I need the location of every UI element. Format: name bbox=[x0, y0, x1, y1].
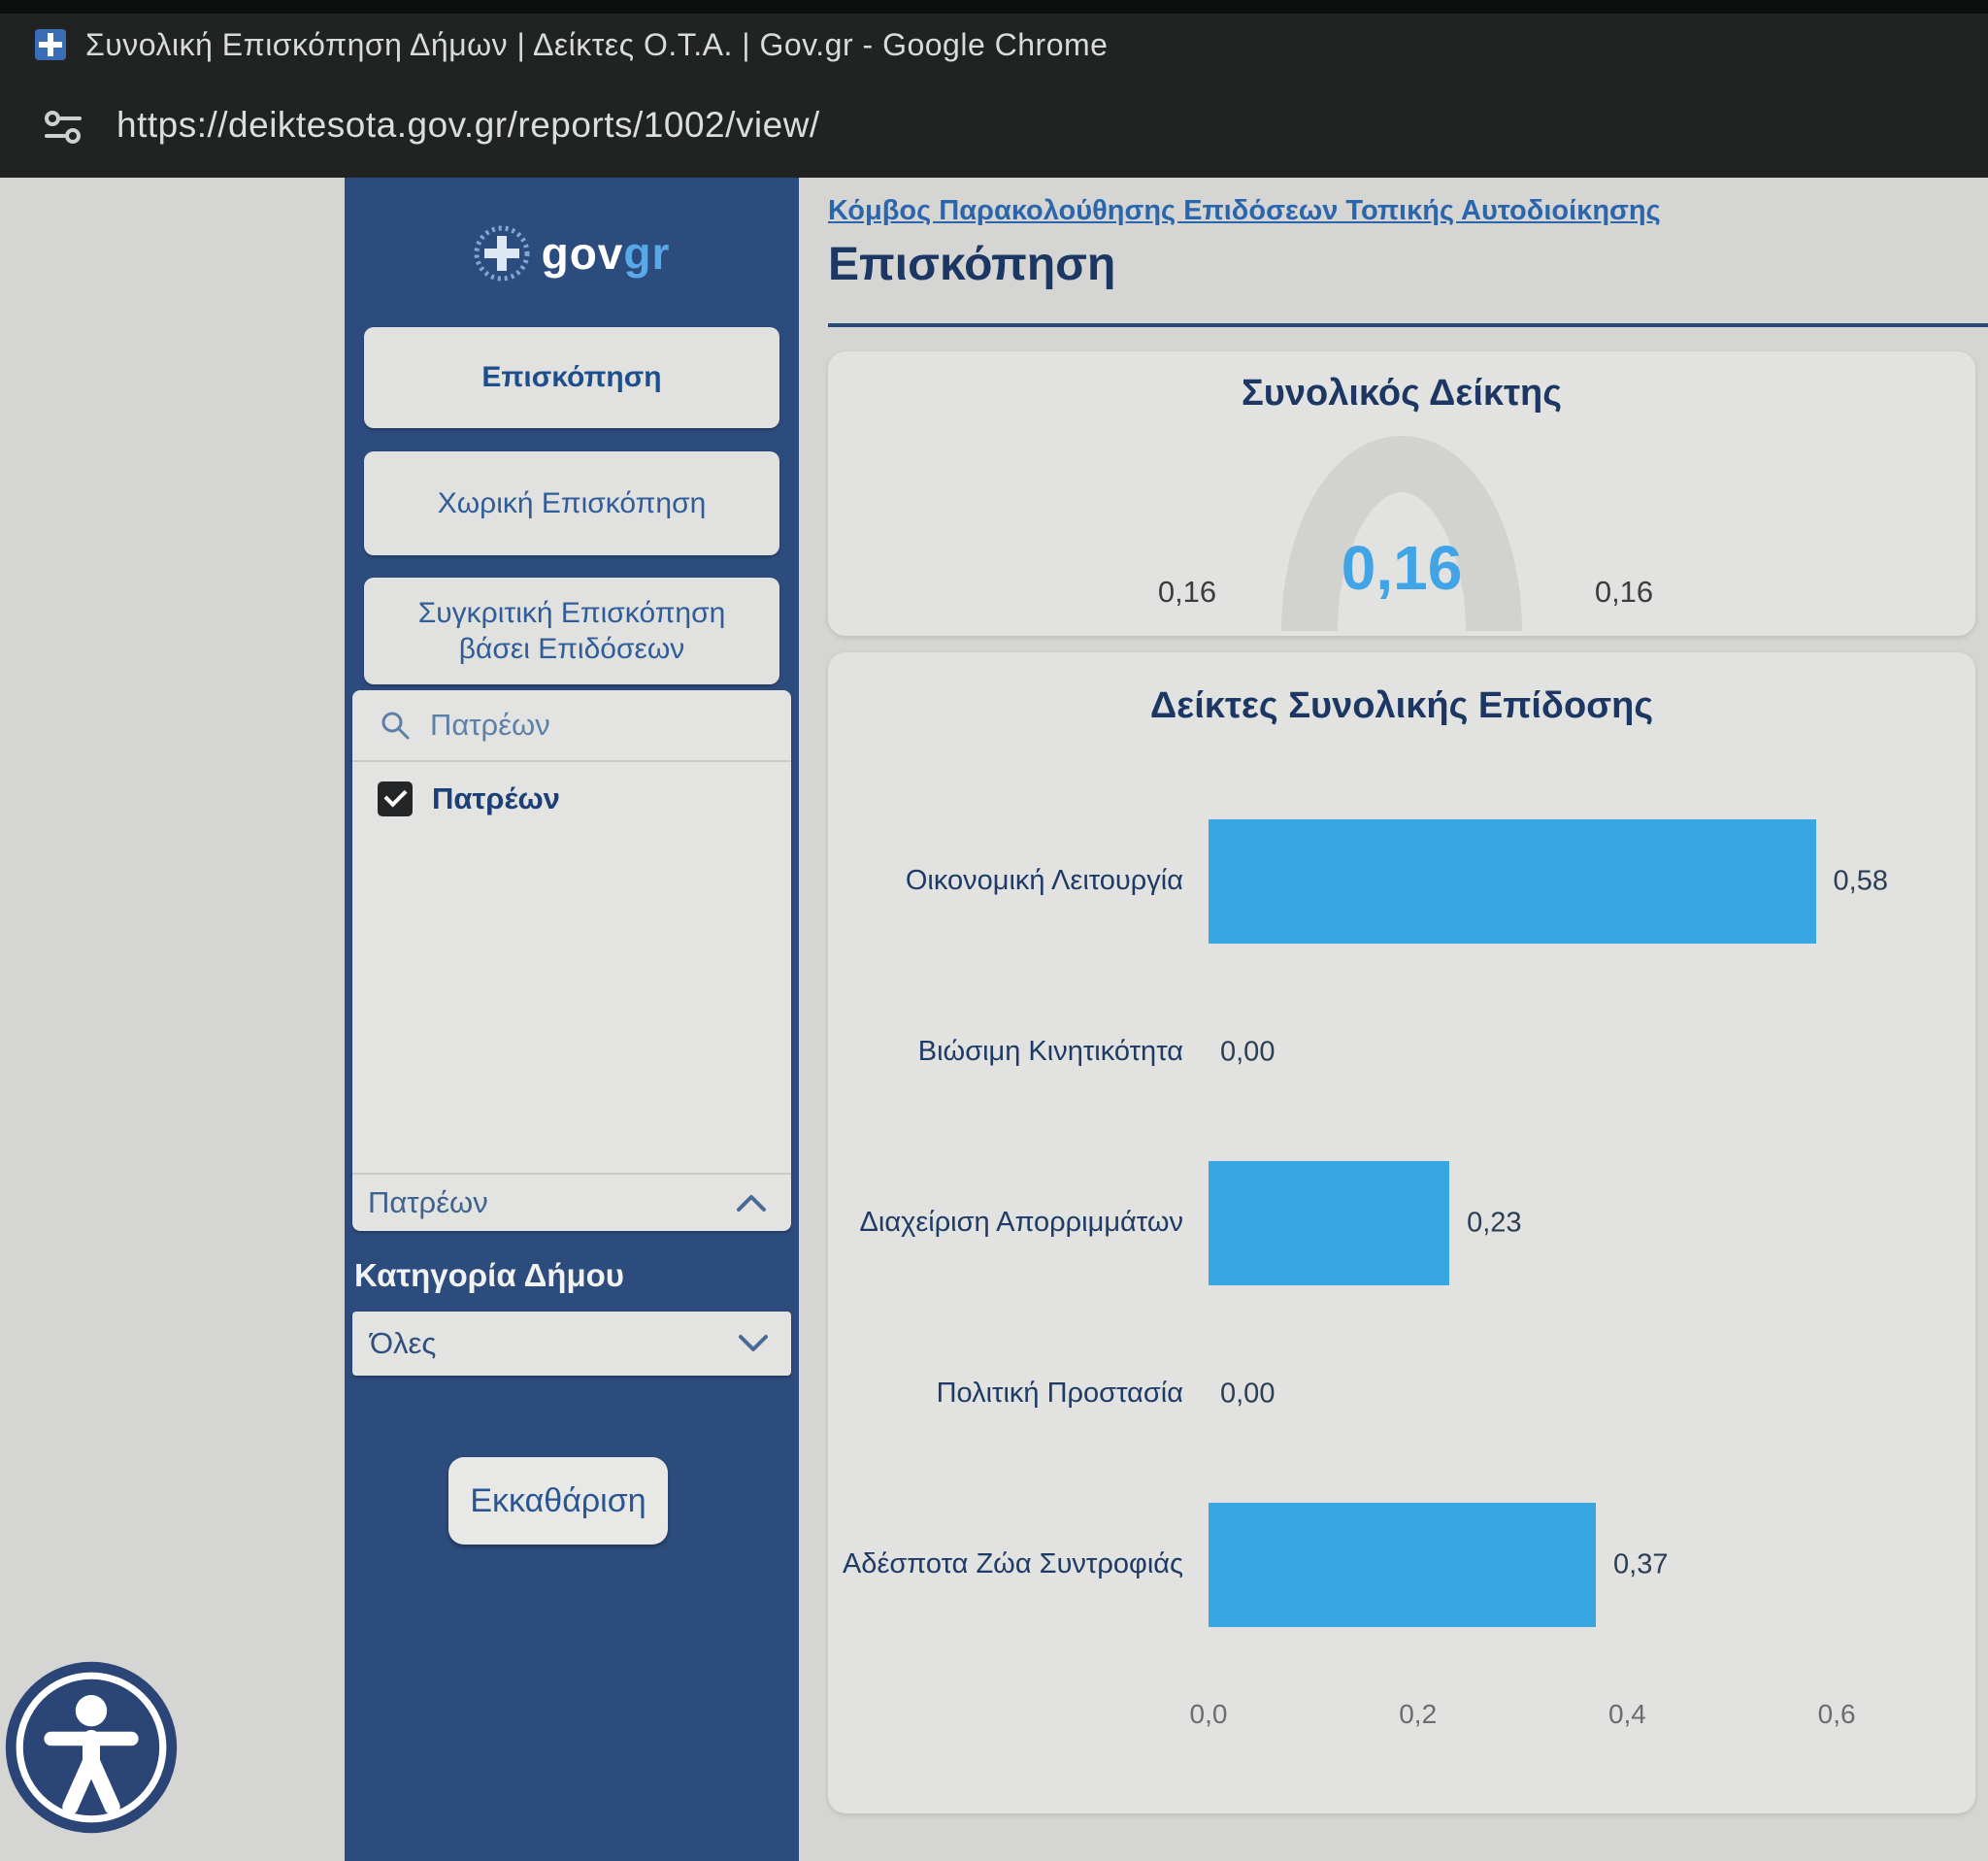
bar-plot-area: 0,37 bbox=[1209, 1479, 1961, 1650]
checkbox-checked-icon[interactable] bbox=[378, 781, 413, 816]
bar-value-label: 0,37 bbox=[1613, 1548, 1669, 1580]
bar-category-label: Διαχείριση Απορριμμάτων bbox=[859, 1207, 1183, 1239]
govgr-logo: govgr bbox=[345, 213, 799, 294]
municipality-search-row bbox=[352, 690, 819, 762]
filter-panel-spacer bbox=[352, 836, 791, 1173]
bar-row: Διαχείριση Απορριμμάτων 0,23 bbox=[828, 1138, 1961, 1309]
page-title: Επισκόπηση bbox=[828, 239, 1116, 290]
bar-row: Οικονομική Λειτουργία 0,58 bbox=[828, 796, 1961, 967]
category-label: Κατηγορία Δήμου bbox=[354, 1257, 625, 1293]
bar-plot-area: 0,58 bbox=[1209, 796, 1961, 967]
x-axis-tick: 0,2 bbox=[1399, 1699, 1438, 1729]
municipality-field-header[interactable]: Πατρέων bbox=[352, 1173, 791, 1231]
gauge-card-title: Συνολικός Δείκτης bbox=[1241, 373, 1563, 414]
chevron-up-icon bbox=[737, 1195, 766, 1212]
bar-plot-area: 0,00 bbox=[1209, 1309, 1961, 1479]
greek-emblem-icon bbox=[474, 225, 530, 282]
municipality-option-label: Πατρέων bbox=[432, 781, 560, 815]
x-axis-tick: 0,6 bbox=[1817, 1699, 1856, 1729]
bar-value-label: 0,00 bbox=[1220, 1378, 1276, 1410]
municipality-filter-panel: Πατρέων Πατρέων bbox=[352, 690, 819, 1231]
category-select[interactable]: Όλες bbox=[352, 1312, 791, 1376]
gauge-max-label: 0,16 bbox=[1594, 575, 1654, 609]
bar-category-label: Αδέσποτα Ζώα Συντροφιάς bbox=[842, 1548, 1183, 1580]
performance-indicators-card: Δείκτες Συνολικής Επίδοσης Οικονομική Λε… bbox=[828, 652, 1975, 1813]
x-axis: 0,0 0,2 0,4 0,6 bbox=[1190, 1699, 1961, 1738]
bar-category-label: Βιώσιμη Κινητικότητα bbox=[917, 1036, 1183, 1068]
bar-chart: Οικονομική Λειτουργία 0,58 Βιώσιμη Κινητικ… bbox=[828, 796, 1961, 1650]
browser-chrome: Συνολική Επισκόπηση Δήμων | Δείκτες Ο.Τ.… bbox=[0, 0, 1988, 178]
x-axis-tick: 0,0 bbox=[1189, 1699, 1228, 1729]
bar-value-label: 0,00 bbox=[1220, 1036, 1276, 1068]
bar-category-label: Οικονομική Λειτουργία bbox=[905, 865, 1183, 897]
category-select-value: Όλες bbox=[370, 1326, 437, 1360]
sidebar-item-overview[interactable]: Επισκόπηση bbox=[364, 327, 779, 428]
clear-filters-button[interactable]: Εκκαθάριση bbox=[448, 1457, 668, 1545]
page: govgr Επισκόπηση Χωρική Επισκόπηση Συγκρ… bbox=[0, 178, 1988, 1861]
x-axis-tick: 0,4 bbox=[1607, 1699, 1646, 1729]
title-divider bbox=[828, 323, 1988, 327]
accessibility-widget-button[interactable] bbox=[4, 1660, 179, 1835]
sidebar-item-spatial-overview[interactable]: Χωρική Επισκόπηση bbox=[364, 451, 779, 555]
accessibility-person-icon bbox=[5, 1661, 178, 1834]
main-content: Κόμβος Παρακολούθησης Επιδόσεων Τοπικής … bbox=[799, 178, 1988, 1861]
logo-text: govgr bbox=[541, 228, 671, 279]
bar-value-label: 0,23 bbox=[1467, 1207, 1522, 1239]
municipality-search-input[interactable] bbox=[428, 707, 819, 744]
gauge-value: 0,16 bbox=[1341, 533, 1463, 603]
bar-fill[interactable] bbox=[1209, 819, 1816, 944]
sidebar: govgr Επισκόπηση Χωρική Επισκόπηση Συγκρ… bbox=[345, 178, 819, 1861]
municipality-field-value: Πατρέων bbox=[368, 1185, 488, 1219]
search-icon bbox=[381, 712, 410, 740]
portal-link[interactable]: Κόμβος Παρακολούθησης Επιδόσεων Τοπικής … bbox=[828, 195, 1661, 226]
bar-row: Πολιτική Προστασία 0,00 bbox=[828, 1309, 1961, 1479]
chevron-down-icon bbox=[739, 1335, 768, 1351]
bar-value-label: 0,58 bbox=[1833, 865, 1888, 897]
window-title: Συνολική Επισκόπηση Δήμων | Δείκτες Ο.Τ.… bbox=[85, 27, 1109, 62]
total-index-card: Συνολικός Δείκτης 0,16 0,16 0,16 bbox=[828, 351, 1975, 636]
gauge-min-label: 0,16 bbox=[1157, 575, 1217, 609]
sidebar-item-comparative-overview[interactable]: Συγκριτική Επισκόπηση βάσει Επιδόσεων bbox=[364, 578, 779, 684]
site-settings-icon[interactable] bbox=[41, 105, 85, 150]
bar-fill[interactable] bbox=[1209, 1503, 1597, 1627]
municipality-option-row[interactable]: Πατρέων bbox=[352, 762, 791, 836]
bar-fill[interactable] bbox=[1209, 1161, 1450, 1285]
gauge-arc bbox=[1280, 432, 1523, 636]
bar-row: Βιώσιμη Κινητικότητα 0,00 bbox=[828, 967, 1961, 1138]
bar-plot-area: 0,23 bbox=[1209, 1138, 1961, 1309]
bar-category-label: Πολιτική Προστασία bbox=[936, 1378, 1183, 1410]
bar-chart-title: Δείκτες Συνολικής Επίδοσης bbox=[1149, 685, 1654, 726]
address-bar-url[interactable]: https://deiktesota.gov.gr/reports/1002/v… bbox=[116, 105, 820, 145]
bar-row: Αδέσποτα Ζώα Συντροφιάς 0,37 bbox=[828, 1479, 1961, 1650]
site-favicon-icon bbox=[35, 29, 66, 60]
bar-plot-area: 0,00 bbox=[1209, 967, 1961, 1138]
